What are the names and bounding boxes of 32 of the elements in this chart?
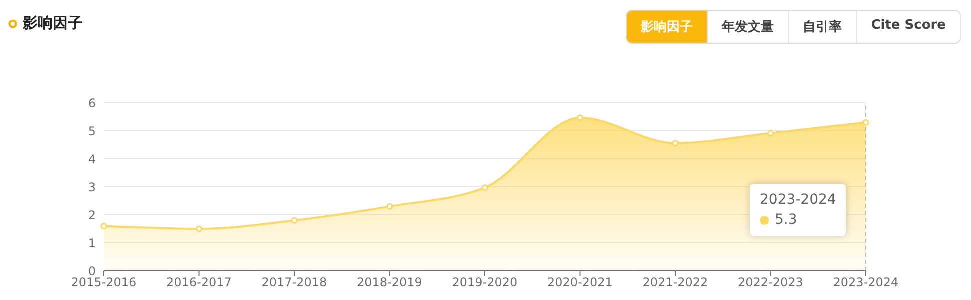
y-tick-label: 6 xyxy=(88,96,96,110)
x-tick-label: 2018-2019 xyxy=(357,276,422,290)
x-tick-label: 2022-2023 xyxy=(738,276,804,290)
y-tick-label: 1 xyxy=(88,236,96,250)
point xyxy=(100,222,108,230)
x-tick-label: 2020-2021 xyxy=(548,276,613,290)
y-tick-label: 4 xyxy=(88,152,96,166)
text: Cite Score xyxy=(856,11,960,43)
point xyxy=(196,226,202,232)
x-tick-label: 2019-2020 xyxy=(452,276,518,290)
x-tick-label: 2015-2016 xyxy=(71,276,137,290)
point xyxy=(482,184,488,192)
text: 影响因子 xyxy=(627,11,708,43)
point xyxy=(768,130,774,136)
point xyxy=(577,114,584,122)
text: 年发文量 xyxy=(707,11,788,43)
y-tick-label: 0 xyxy=(88,264,96,278)
text: 自引率 xyxy=(788,11,856,43)
x-tick-label: 2021-2022 xyxy=(642,276,708,290)
y-tick-label: 5 xyxy=(88,124,96,138)
y-tick-label: 3 xyxy=(88,180,96,194)
annotation: 5.3 xyxy=(775,212,798,228)
x-tick-label: 2016-2017 xyxy=(166,276,232,290)
x-tick-label: 2017-2018 xyxy=(262,276,328,290)
x-tick-label: 2023-2024 xyxy=(833,276,899,290)
point xyxy=(862,119,870,126)
point xyxy=(291,217,298,224)
point xyxy=(672,140,679,147)
point xyxy=(386,203,393,210)
chart-title: 影响因子 xyxy=(23,14,83,33)
annotation: 2023-2024 xyxy=(760,192,836,208)
y-tick-label: 2 xyxy=(88,208,96,222)
